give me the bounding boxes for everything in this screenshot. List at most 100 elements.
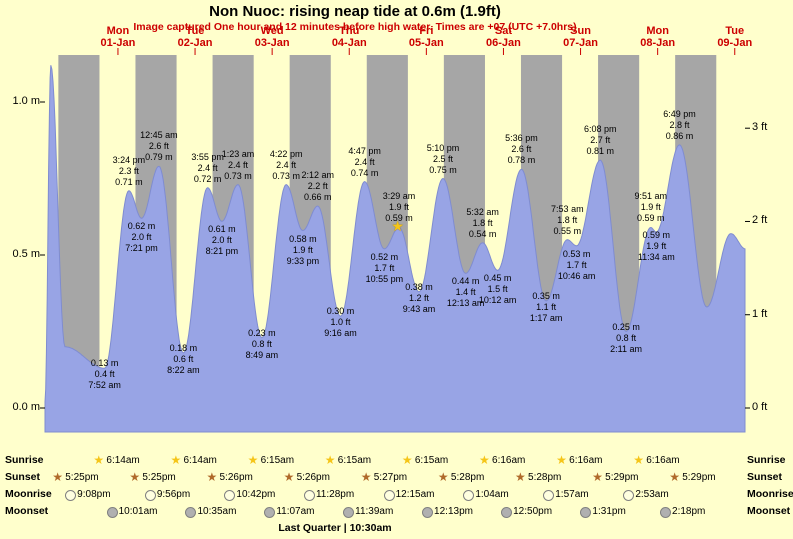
tide-annotation-line: 2.4 ft: [276, 159, 297, 170]
sunset-star-icon: ★: [360, 470, 372, 484]
tide-annotation-line: 0.59 m: [636, 213, 665, 224]
tide-annotation-dip: 0.45 m 1.5 ft 10:12 am: [466, 273, 530, 306]
tide-annotation-line: 9:43 am: [402, 303, 436, 314]
moon-phase-label: Last Quarter | 10:30am: [278, 522, 392, 534]
tide-annotation-line: 8:22 am: [167, 364, 200, 375]
tide-annotation-line: 10:12 am: [478, 295, 517, 306]
tide-annotation-line: 1.5 ft: [487, 284, 508, 295]
tide-annotation-line: 0.55 m: [553, 225, 582, 236]
tide-annotation-line: 1:23 am: [221, 148, 255, 159]
tide-annotation-line: 0.62 m: [127, 221, 156, 232]
day-name-label: Mon: [646, 25, 669, 37]
tide-annotation-high: 5:32 am 1.8 ft 0.54 m: [451, 207, 515, 240]
sunset-star-icon: ★: [592, 470, 603, 484]
sunset-star-icon: ★: [283, 470, 295, 484]
tide-annotation-line: 1.2 ft: [409, 292, 430, 303]
sunset-time: 5:26pm: [219, 472, 253, 483]
tide-annotation-line: 7:53 am: [551, 203, 584, 214]
moonrise-time: 10:42pm: [236, 489, 276, 500]
tide-annotation-line: 2.0 ft: [131, 232, 152, 243]
tide-annotation-line: 5:10 pm: [426, 142, 460, 153]
sunset-time: 5:25pm: [142, 472, 176, 483]
moonset-row-label-right: Moonset: [747, 505, 791, 517]
tide-annotation-line: 2.4 ft: [354, 156, 375, 167]
sunrise-time: 6:15am: [260, 455, 295, 466]
tide-annotation-line: 1.8 ft: [557, 214, 578, 225]
moonrise-circle-icon: [543, 490, 555, 501]
moonset-time: 10:01am: [118, 506, 158, 517]
sunset-star-icon: ★: [52, 470, 64, 484]
day-name-label: Wed: [260, 25, 284, 37]
tide-annotation-line: 8:21 pm: [205, 246, 239, 257]
tide-annotation-high: 3:24 pm 2.3 ft 0.71 m: [97, 155, 161, 188]
moonset-row-label-left: Moonset: [5, 505, 49, 517]
y-axis-label-ft: 1 ft: [752, 307, 768, 320]
sunset-time: 5:27pm: [373, 472, 408, 483]
tide-annotation-line: 1.9 ft: [388, 202, 409, 213]
sunset-time: 5:29pm: [682, 472, 716, 483]
sunrise-row-label-left: Sunrise: [5, 454, 44, 466]
tide-annotation-line: 10:46 am: [557, 270, 596, 281]
tide-annotation-line: 2.2 ft: [307, 181, 328, 192]
tide-annotation-line: 0.44 m: [451, 276, 480, 287]
day-name-label: Thu: [339, 25, 360, 37]
sunrise-time: 6:14am: [183, 455, 217, 466]
tide-annotation-line: 2.8 ft: [669, 119, 690, 130]
tide-annotation-line: 1.8 ft: [472, 217, 493, 228]
moonset-circle-icon: [264, 507, 276, 518]
tide-annotation-line: 2.6 ft: [511, 144, 532, 155]
sunrise-row-label-right: Sunrise: [747, 454, 786, 466]
day-date-label: 08-Jan: [640, 37, 676, 49]
tide-annotation-line: 0.86 m: [665, 130, 694, 141]
day-date-label: 01-Jan: [100, 37, 136, 49]
moonrise-row-label-left: Moonrise: [5, 488, 52, 500]
y-axis-label-ft: 3 ft: [752, 121, 768, 134]
moonset-circle-icon: [185, 507, 197, 518]
tide-annotation-dip: 0.61 m 2.0 ft 8:21 pm: [190, 224, 254, 257]
tide-annotation-dip: 0.44 m 1.4 ft 12:13 am: [434, 276, 498, 309]
sunrise-time: 6:16am: [646, 455, 680, 466]
tide-annotation-line: 1.9 ft: [292, 244, 313, 255]
sunset-star-icon: ★: [669, 470, 681, 484]
tide-annotation-high: 12:45 am 2.6 ft 0.79 m: [127, 130, 191, 163]
tide-annotation-dip: 0.53 m 1.7 ft 10:46 am: [545, 249, 609, 282]
tide-annotation-line: 0.79 m: [145, 152, 173, 163]
current-time-sun-icon: ★: [391, 218, 404, 235]
tide-annotation-line: 0.58 m: [289, 233, 317, 244]
moonrise-time: 1:57am: [555, 489, 589, 500]
sunrise-star-icon: ★: [247, 453, 259, 467]
day-name-label: Sat: [494, 25, 512, 37]
moonrise-time: 9:08pm: [77, 489, 111, 500]
sunrise-star-icon: ★: [93, 453, 105, 467]
sunset-row-label-left: Sunset: [5, 471, 41, 483]
moonrise-time: 2:53am: [635, 489, 669, 500]
moonrise-circle-icon: [303, 490, 315, 501]
tide-annotation-line: 0.6 ft: [173, 353, 194, 364]
moonset-circle-icon: [106, 507, 118, 518]
moonset-time: 10:35am: [197, 506, 237, 517]
day-name-label: Mon: [106, 25, 130, 37]
sunrise-time: 6:14am: [106, 455, 140, 466]
tide-annotation-line: 2.3 ft: [118, 165, 139, 176]
sunrise-star-icon: ★: [324, 453, 336, 467]
moonrise-circle-icon: [65, 490, 77, 501]
tide-annotation-line: 3:24 pm: [112, 154, 146, 165]
tide-annotation-line: 0.8 ft: [616, 332, 637, 343]
tide-annotation-dip: 0.58 m 1.9 ft 9:33 pm: [271, 234, 335, 267]
sunset-time: 5:25pm: [65, 472, 99, 483]
tide-annotation-dip: 0.52 m 1.7 ft 10:55 pm: [352, 252, 416, 285]
tide-annotation-line: 12:13 am: [446, 298, 485, 309]
tide-annotation-line: 7:21 pm: [125, 243, 158, 254]
tide-annotation-line: 0.81 m: [586, 146, 614, 157]
tide-annotation-line: 0.8 ft: [251, 338, 272, 349]
day-date-label: 03-Jan: [254, 37, 290, 49]
sunset-time: 5:29pm: [605, 472, 639, 483]
tide-annotation-line: 2:11 am: [610, 343, 643, 354]
tide-annotation-line: 5:32 am: [466, 206, 499, 217]
tide-annotation-line: 9:51 am: [634, 191, 667, 202]
sunset-star-icon: ★: [515, 470, 526, 484]
tide-annotation-low: 0.23 m 0.8 ft 8:49 am: [230, 328, 294, 361]
tide-annotation-line: 6:49 pm: [663, 108, 696, 119]
tide-curve: [44, 65, 746, 433]
